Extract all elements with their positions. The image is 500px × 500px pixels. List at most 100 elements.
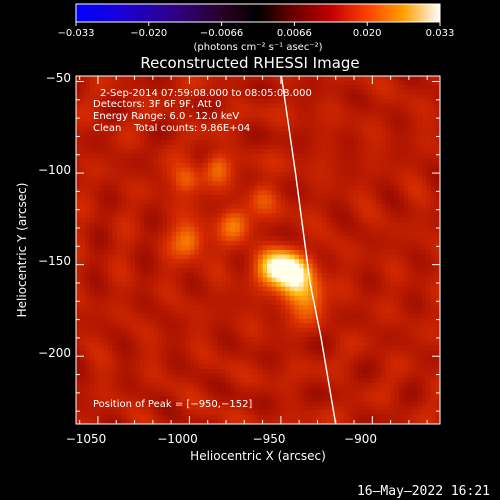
heatmap-cell xyxy=(239,240,245,246)
heatmap-cell xyxy=(239,231,245,237)
heatmap-cell xyxy=(367,112,373,118)
heatmap-cell xyxy=(421,98,427,104)
heatmap-cell xyxy=(289,181,295,187)
heatmap-cell xyxy=(203,85,209,91)
heatmap-cell xyxy=(358,195,364,201)
heatmap-cell xyxy=(280,272,286,278)
heatmap-cell xyxy=(85,282,91,288)
heatmap-cell xyxy=(371,103,377,109)
heatmap-cell xyxy=(408,300,414,306)
heatmap-cell xyxy=(244,355,250,361)
heatmap-cell xyxy=(212,121,218,127)
heatmap-cell xyxy=(371,217,377,223)
heatmap-cell xyxy=(98,309,104,315)
heatmap-cell xyxy=(285,76,291,81)
heatmap-cell xyxy=(226,208,232,214)
heatmap-cell xyxy=(194,140,200,146)
heatmap-cell xyxy=(180,217,186,223)
heatmap-cell xyxy=(258,282,263,288)
heatmap-cell xyxy=(217,236,222,242)
heatmap-cell xyxy=(89,259,95,265)
heatmap-cell xyxy=(394,130,400,136)
heatmap-cell xyxy=(435,309,440,315)
heatmap-cell xyxy=(230,222,236,228)
heatmap-cell xyxy=(226,185,232,191)
heatmap-cell xyxy=(430,227,436,233)
heatmap-cell xyxy=(248,341,254,347)
heatmap-cell xyxy=(358,295,364,301)
heatmap-cell xyxy=(308,199,313,205)
heatmap-cell xyxy=(389,236,395,242)
heatmap-cell xyxy=(198,282,204,288)
heatmap-cell xyxy=(403,286,409,292)
heatmap-cell xyxy=(203,135,209,141)
heatmap-cell xyxy=(399,108,404,114)
heatmap-cell xyxy=(417,112,423,118)
heatmap-cell xyxy=(426,103,432,109)
heatmap-cell xyxy=(94,337,100,342)
heatmap-cell xyxy=(271,263,277,269)
heatmap-cell xyxy=(376,80,382,86)
heatmap-cell xyxy=(89,112,95,118)
heatmap-cell xyxy=(376,167,382,173)
heatmap-cell xyxy=(317,240,323,246)
heatmap-cell xyxy=(162,277,168,283)
heatmap-cell xyxy=(276,85,282,91)
heatmap-cell xyxy=(148,108,154,114)
heatmap-cell xyxy=(121,240,127,246)
heatmap-cell xyxy=(262,140,268,146)
heatmap-cell xyxy=(358,337,364,342)
heatmap-cell xyxy=(289,85,295,91)
heatmap-cell xyxy=(226,204,232,210)
heatmap-cell xyxy=(116,121,122,127)
heatmap-cell xyxy=(98,236,104,242)
heatmap-cell xyxy=(157,190,163,196)
heatmap-cell xyxy=(217,190,222,196)
heatmap-cell xyxy=(399,332,404,338)
heatmap-cell xyxy=(221,304,227,310)
heatmap-cell xyxy=(385,355,391,361)
heatmap-cell xyxy=(171,291,177,297)
heatmap-cell xyxy=(198,80,204,86)
heatmap-cell xyxy=(85,167,91,173)
heatmap-cell xyxy=(367,245,373,251)
heatmap-cell xyxy=(298,231,304,237)
heatmap-cell xyxy=(312,355,318,361)
heatmap-cell xyxy=(399,163,404,168)
heatmap-cell xyxy=(403,250,409,255)
heatmap-cell xyxy=(349,291,354,297)
heatmap-cell xyxy=(126,76,131,81)
heatmap-cell xyxy=(349,208,354,214)
heatmap-cell xyxy=(126,259,131,265)
heatmap-cell xyxy=(298,185,304,191)
heatmap-cell xyxy=(371,149,377,155)
heatmap-cell xyxy=(89,190,95,196)
heatmap-cell xyxy=(121,323,127,329)
heatmap-cell xyxy=(167,112,172,118)
heatmap-cell xyxy=(148,337,154,342)
heatmap-cell xyxy=(130,172,136,178)
heatmap-cell xyxy=(367,263,373,269)
heatmap-cell xyxy=(80,240,86,246)
heatmap-cell xyxy=(262,172,268,178)
heatmap-cell xyxy=(335,140,341,146)
heatmap-cell xyxy=(203,318,209,324)
heatmap-cell xyxy=(289,259,295,265)
heatmap-cell xyxy=(253,112,259,118)
heatmap-cell xyxy=(380,250,386,255)
heatmap-cell xyxy=(389,98,395,104)
heatmap-cell xyxy=(285,213,291,219)
heatmap-cell xyxy=(226,263,232,269)
heatmap-cell xyxy=(176,259,182,265)
heatmap-cell xyxy=(298,195,304,201)
heatmap-cell xyxy=(367,350,373,356)
heatmap-cell xyxy=(253,245,259,251)
heatmap-cell xyxy=(403,117,409,123)
heatmap-cell xyxy=(244,112,250,118)
heatmap-cell xyxy=(107,213,113,219)
heatmap-cell xyxy=(380,240,386,246)
heatmap-cell xyxy=(144,195,150,201)
heatmap-cell xyxy=(389,76,395,81)
heatmap-cell xyxy=(335,98,341,104)
heatmap-cell xyxy=(371,327,377,333)
